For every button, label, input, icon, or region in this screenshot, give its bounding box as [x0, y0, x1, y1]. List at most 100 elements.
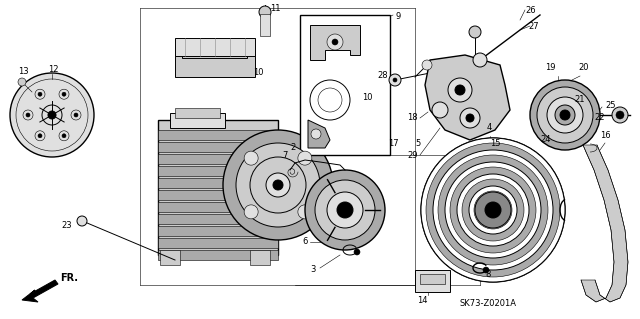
- Circle shape: [537, 87, 593, 143]
- Text: 28: 28: [378, 71, 388, 80]
- Circle shape: [473, 53, 487, 67]
- Circle shape: [485, 202, 501, 218]
- Polygon shape: [310, 25, 360, 60]
- Circle shape: [469, 26, 481, 38]
- Text: 20: 20: [578, 63, 589, 72]
- Bar: [158, 250, 278, 260]
- Text: 14: 14: [417, 296, 428, 305]
- Circle shape: [298, 151, 312, 165]
- Text: 11: 11: [270, 4, 280, 13]
- Text: 10: 10: [362, 93, 372, 102]
- Text: 17: 17: [388, 139, 399, 148]
- Circle shape: [266, 173, 290, 197]
- Bar: [170, 113, 225, 128]
- Text: 18: 18: [408, 114, 418, 122]
- Circle shape: [77, 216, 87, 226]
- Polygon shape: [22, 280, 58, 302]
- Circle shape: [426, 143, 560, 277]
- Circle shape: [422, 60, 432, 70]
- Bar: [420, 274, 445, 284]
- Text: 2: 2: [291, 144, 296, 152]
- Bar: [158, 214, 278, 224]
- Circle shape: [26, 113, 30, 117]
- Text: 27: 27: [528, 22, 539, 31]
- Circle shape: [450, 167, 536, 253]
- Circle shape: [236, 143, 320, 227]
- Bar: [158, 142, 278, 152]
- Text: 13: 13: [18, 67, 29, 76]
- Circle shape: [438, 155, 548, 265]
- Circle shape: [273, 180, 283, 190]
- Bar: [158, 120, 278, 255]
- Circle shape: [310, 80, 350, 120]
- Circle shape: [62, 134, 66, 138]
- Text: 24: 24: [540, 135, 550, 144]
- Polygon shape: [581, 145, 628, 302]
- Circle shape: [616, 111, 624, 119]
- Circle shape: [315, 180, 375, 240]
- Circle shape: [421, 138, 565, 282]
- Text: 15: 15: [490, 139, 500, 148]
- Circle shape: [305, 170, 385, 250]
- Text: 8: 8: [485, 270, 490, 279]
- Bar: [158, 202, 278, 212]
- Bar: [158, 130, 278, 140]
- Circle shape: [474, 191, 512, 229]
- Text: 19: 19: [545, 63, 556, 72]
- Circle shape: [223, 130, 333, 240]
- Text: 10: 10: [253, 68, 264, 77]
- Circle shape: [483, 267, 489, 273]
- Circle shape: [354, 249, 360, 255]
- Circle shape: [389, 74, 401, 86]
- Circle shape: [457, 174, 529, 246]
- Text: 26: 26: [525, 6, 536, 15]
- Circle shape: [421, 138, 565, 282]
- Circle shape: [445, 162, 541, 258]
- Circle shape: [62, 92, 66, 96]
- Circle shape: [38, 134, 42, 138]
- Bar: [415, 270, 450, 292]
- Text: 25: 25: [605, 100, 616, 109]
- Text: 6: 6: [303, 238, 308, 247]
- Circle shape: [547, 97, 583, 133]
- Text: 5: 5: [415, 139, 420, 148]
- Bar: [250, 250, 270, 265]
- Bar: [260, 14, 270, 36]
- Bar: [175, 38, 255, 56]
- Text: FR.: FR.: [60, 273, 78, 283]
- Bar: [158, 226, 278, 236]
- Circle shape: [612, 107, 628, 123]
- Bar: [158, 154, 278, 164]
- Circle shape: [327, 192, 363, 228]
- Bar: [158, 190, 278, 200]
- Circle shape: [433, 150, 553, 270]
- Bar: [158, 178, 278, 188]
- Circle shape: [393, 78, 397, 82]
- Circle shape: [38, 92, 42, 96]
- Text: 3: 3: [310, 265, 316, 274]
- Polygon shape: [425, 55, 510, 140]
- Circle shape: [560, 110, 570, 120]
- Text: 7: 7: [283, 151, 288, 160]
- Text: 4: 4: [487, 123, 492, 132]
- Bar: [158, 238, 278, 248]
- Circle shape: [448, 78, 472, 102]
- Circle shape: [455, 85, 465, 95]
- Bar: [175, 55, 255, 77]
- Bar: [300, 15, 390, 155]
- Text: 29: 29: [408, 151, 418, 160]
- Circle shape: [298, 205, 312, 219]
- Circle shape: [10, 73, 94, 157]
- Circle shape: [530, 80, 600, 150]
- Text: 9: 9: [395, 12, 400, 21]
- Circle shape: [337, 202, 353, 218]
- Circle shape: [469, 186, 517, 234]
- Bar: [182, 40, 247, 58]
- Bar: [158, 166, 278, 176]
- Circle shape: [432, 102, 448, 118]
- Polygon shape: [308, 120, 330, 148]
- Circle shape: [555, 105, 575, 125]
- Circle shape: [475, 192, 511, 228]
- Circle shape: [311, 129, 321, 139]
- Text: 16: 16: [600, 131, 611, 140]
